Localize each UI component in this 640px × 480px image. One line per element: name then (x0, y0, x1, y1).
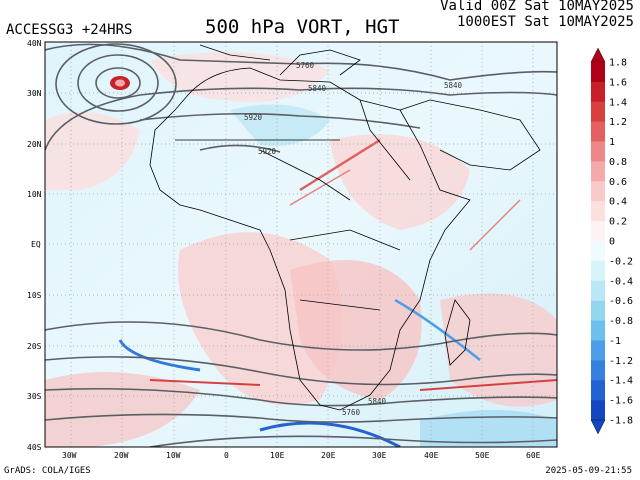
lat-tick-label: 30S (27, 392, 42, 401)
colorbar-swatch (591, 181, 605, 202)
colorbar-label: 0 (609, 237, 615, 248)
lat-tick-label: 20S (27, 342, 42, 351)
height-label: 5920 (258, 147, 277, 156)
colorbar-label: -1.8 (609, 416, 633, 427)
colorbar-swatch (591, 81, 605, 103)
colorbar-swatch (591, 161, 605, 182)
colorbar-swatch (591, 221, 605, 242)
colorbar-label: 0.4 (609, 197, 627, 208)
colorbar-label: -0.2 (609, 256, 633, 267)
colorbar-label: -1.6 (609, 396, 633, 407)
height-label: 5840 (444, 81, 463, 90)
lat-tick-label: 40S (27, 443, 42, 452)
colorbar-label: -1.2 (609, 356, 633, 367)
lon-tick-label: 10E (270, 451, 285, 460)
colorbar-swatch (591, 241, 605, 262)
lat-tick-label: 10N (27, 190, 42, 199)
coastlines (149, 44, 541, 411)
colorbar-swatch (591, 280, 605, 301)
height-label: 5760 (342, 408, 361, 417)
valid-time-utc: Valid 00Z Sat 10MAY2025 (440, 0, 634, 14)
map-frame (44, 41, 558, 448)
chart-title: 500 hPa VORT, HGT (205, 16, 400, 38)
colorbar-label: -1 (609, 336, 621, 347)
height-label: 5840 (308, 84, 327, 93)
lat-tick-label: 20N (27, 140, 42, 149)
lon-tick-label: 30E (372, 451, 387, 460)
colorbar-swatch (591, 101, 605, 122)
lon-tick-label: 20E (321, 451, 336, 460)
model-run-label: ACCESSG3 +24HRS (6, 22, 133, 38)
colorbar-label: 1.8 (609, 58, 627, 69)
lat-axis: 40N 30N 20N 10N EQ 10S 20S 30S 40S (27, 39, 42, 452)
colorbar-swatch (591, 62, 605, 83)
colorbar-label: 1.6 (609, 77, 627, 88)
colorbar-cap-top (590, 47, 606, 63)
colorbar-label: -0.4 (609, 276, 633, 287)
lon-tick-label: 60E (526, 451, 541, 460)
colorbar-swatch (591, 260, 605, 282)
height-label: 5840 (368, 397, 387, 406)
lon-tick-label: 10W (166, 451, 181, 460)
valid-time-local: 1000EST Sat 10MAY2025 (456, 14, 634, 30)
lon-tick-label: 40E (424, 451, 439, 460)
colorbar-swatch (591, 121, 605, 142)
height-contours (45, 43, 557, 447)
colorbar-swatch (591, 300, 605, 321)
colorbar-swatch (591, 201, 605, 222)
colorbar-label: 1.2 (609, 117, 627, 128)
lat-tick-label: 40N (27, 39, 42, 48)
lat-tick-label: EQ (31, 240, 41, 249)
colorbar-label: -0.8 (609, 316, 633, 327)
timestamp-label: 2025-05-09-21:55 (545, 466, 632, 476)
colorbar-swatch (591, 141, 605, 162)
colorbar-swatch (591, 400, 605, 421)
colorbar-label: 1.4 (609, 97, 627, 108)
lon-tick-label: 50E (475, 451, 490, 460)
colorbar-label: -0.6 (609, 296, 633, 307)
colorbar-label: 0.2 (609, 217, 627, 228)
colorbar-label: 0.6 (609, 177, 627, 188)
lon-tick-label: 0 (224, 451, 229, 460)
colorbar-swatch (591, 340, 605, 361)
colorbar-label: -1.4 (609, 376, 633, 387)
lon-tick-label: 30W (62, 451, 77, 460)
colorbar-swatch (591, 320, 605, 341)
colorbar-label: 1 (609, 137, 615, 148)
lon-axis: 30W 20W 10W 0 10E 20E 30E 40E 50E 60E (62, 451, 541, 460)
colorbar-swatch (591, 380, 605, 401)
lat-tick-label: 30N (27, 89, 42, 98)
height-labels: 5760 5840 5840 5920 5920 5840 5760 (244, 61, 463, 417)
lon-tick-label: 20W (114, 451, 129, 460)
height-label: 5920 (244, 113, 263, 122)
height-label: 5760 (296, 61, 315, 70)
colorbar: 1.8 1.6 1.4 1.2 1 0.8 0.6 0.4 0.2 0 -0.2 -0.4 -0.6 -0… (590, 47, 633, 435)
colorbar-label: 0.8 (609, 157, 627, 168)
colorbar-swatch (591, 360, 605, 381)
colorbar-cap-bottom (590, 419, 606, 435)
credit-label: GrADS: COLA/IGES (4, 466, 91, 476)
vorticity-field (45, 52, 557, 447)
lat-tick-label: 10S (27, 291, 42, 300)
